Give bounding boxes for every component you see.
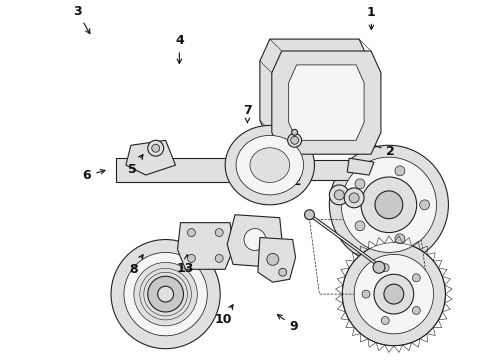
Ellipse shape — [225, 125, 315, 205]
Circle shape — [381, 316, 389, 324]
Circle shape — [374, 274, 414, 314]
Circle shape — [361, 177, 416, 233]
Polygon shape — [116, 158, 240, 182]
Polygon shape — [126, 140, 175, 175]
Circle shape — [381, 264, 389, 272]
Text: 9: 9 — [277, 315, 298, 333]
Ellipse shape — [291, 136, 298, 144]
Circle shape — [413, 306, 420, 314]
Text: 11: 11 — [266, 170, 283, 188]
Text: 1: 1 — [367, 6, 376, 30]
Circle shape — [354, 255, 434, 334]
Circle shape — [342, 243, 445, 346]
Circle shape — [152, 144, 160, 152]
Circle shape — [355, 179, 365, 189]
Text: 13: 13 — [177, 255, 195, 275]
Polygon shape — [347, 158, 374, 175]
Circle shape — [419, 200, 430, 210]
Circle shape — [188, 229, 196, 237]
Ellipse shape — [250, 148, 290, 183]
Ellipse shape — [279, 268, 287, 276]
Circle shape — [215, 255, 223, 262]
Polygon shape — [280, 160, 359, 180]
Circle shape — [344, 188, 364, 208]
Text: 12: 12 — [285, 168, 302, 188]
Circle shape — [334, 190, 344, 200]
Circle shape — [111, 239, 220, 349]
Circle shape — [329, 185, 349, 205]
Text: 7: 7 — [243, 104, 252, 123]
Polygon shape — [258, 238, 295, 282]
Circle shape — [373, 261, 385, 273]
Text: 10: 10 — [214, 305, 233, 326]
Text: 8: 8 — [129, 255, 143, 276]
Circle shape — [375, 191, 403, 219]
Circle shape — [134, 262, 197, 326]
Circle shape — [292, 129, 297, 135]
Circle shape — [341, 157, 437, 252]
Circle shape — [349, 193, 359, 203]
Text: 6: 6 — [83, 169, 105, 182]
Circle shape — [413, 274, 420, 282]
Circle shape — [215, 229, 223, 237]
Polygon shape — [289, 65, 364, 140]
Circle shape — [124, 252, 207, 336]
Polygon shape — [272, 51, 381, 154]
Circle shape — [395, 234, 405, 244]
Circle shape — [355, 221, 365, 231]
Ellipse shape — [288, 133, 301, 147]
Ellipse shape — [244, 229, 266, 251]
Circle shape — [148, 276, 183, 312]
Text: 3: 3 — [73, 5, 90, 33]
Text: 5: 5 — [128, 155, 143, 176]
Ellipse shape — [267, 253, 279, 265]
Text: 2: 2 — [366, 141, 395, 158]
Polygon shape — [227, 215, 283, 267]
Circle shape — [384, 284, 404, 304]
Ellipse shape — [236, 135, 303, 195]
Polygon shape — [260, 39, 369, 142]
Circle shape — [362, 290, 370, 298]
Circle shape — [148, 140, 164, 156]
Circle shape — [188, 255, 196, 262]
Circle shape — [305, 210, 315, 220]
Polygon shape — [177, 223, 233, 269]
Circle shape — [395, 166, 405, 176]
Polygon shape — [277, 53, 352, 129]
Circle shape — [329, 145, 448, 264]
Text: 4: 4 — [175, 34, 184, 63]
Circle shape — [158, 286, 173, 302]
